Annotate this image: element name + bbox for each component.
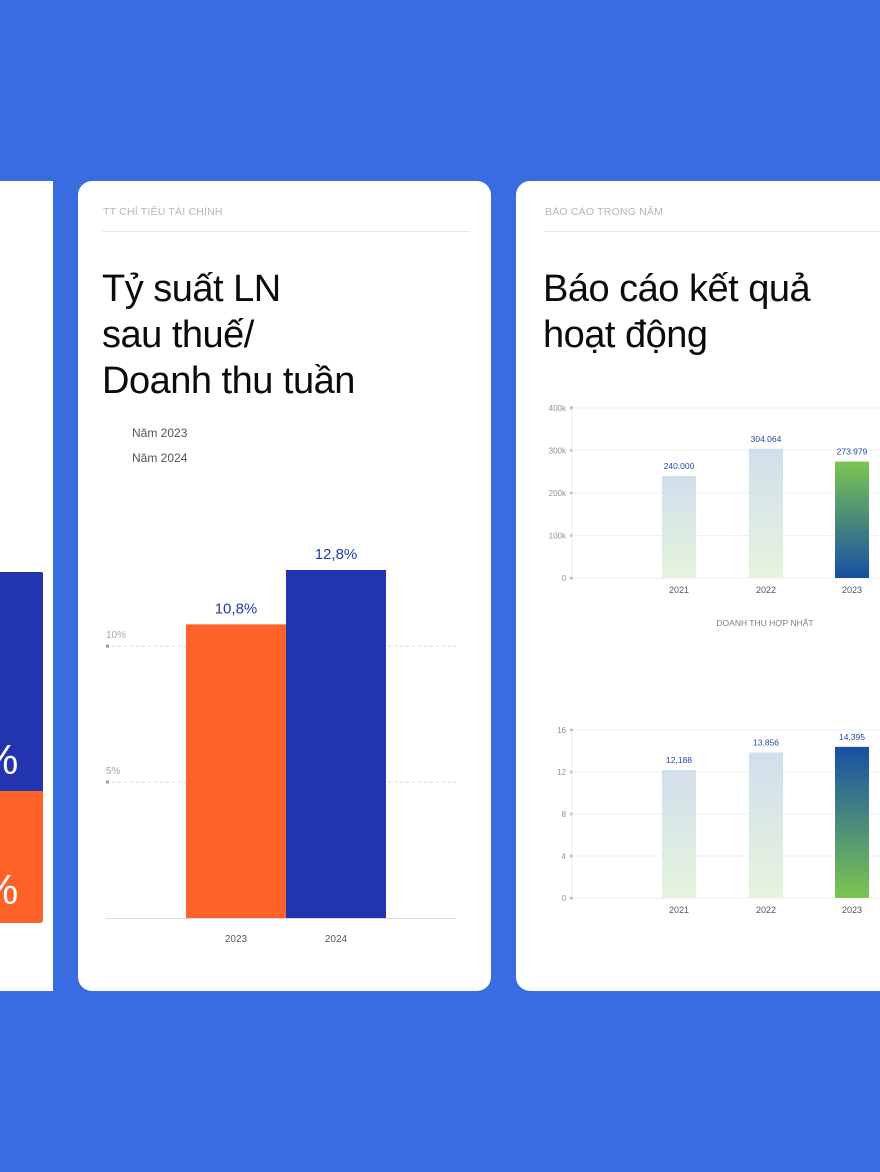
reference-label: 5%: [106, 766, 121, 777]
data-label: 10,8%: [215, 600, 258, 617]
reference-marker: [106, 644, 109, 648]
y-tick-label: 100k: [549, 532, 567, 541]
data-label: 13.856: [753, 738, 779, 748]
bar-2022: [749, 752, 783, 898]
legend-item-2023: Năm 2023: [132, 426, 188, 440]
x-tick-label: 2024: [325, 934, 348, 945]
divider: [102, 231, 470, 232]
data-label: 12,8%: [315, 546, 358, 563]
data-label: 12,188: [666, 755, 692, 765]
card-title-line: sau thuế/: [102, 314, 254, 356]
consolidated-revenue-chart: 0 100k 200k 300k 400k 240.000 2021 304.064 2022 2…: [549, 404, 880, 628]
reference-marker: [106, 780, 109, 784]
card-eyebrow: BÁO CÁO TRONG NĂM: [545, 206, 664, 218]
partial-percent-label-1: %: [0, 739, 18, 781]
x-tick-label: 2023: [225, 934, 248, 945]
card-title-line: Báo cáo kết quả: [543, 268, 811, 310]
annual-report-card: BÁO CÁO TRONG NĂM Báo cáo kết quả hoạt đ…: [516, 181, 880, 991]
data-label: 304.064: [751, 434, 782, 444]
y-tick-label: 12: [557, 768, 566, 777]
legend-item-2024: Năm 2024: [132, 451, 188, 465]
y-tick-label: 16: [557, 726, 566, 735]
profit-margin-card: TT CHỈ TIÊU TÀI CHÍNH Tỷ suất LN sau thu…: [78, 181, 491, 991]
partial-orange-bar: [0, 791, 43, 923]
y-tick-label: 8: [562, 810, 567, 819]
x-tick-label: 2021: [669, 905, 689, 915]
bar-2024: [286, 570, 386, 918]
y-tick-label: 0: [562, 574, 567, 583]
card-title-line: hoạt động: [543, 314, 708, 356]
card-eyebrow: TT CHỈ TIÊU TÀI CHÍNH: [103, 206, 223, 218]
profit-margin-chart: 10% 5% 10,8% 2023 12,8% 2024: [106, 546, 456, 945]
y-tick-label: 4: [562, 852, 567, 861]
bar-2023: [835, 461, 869, 578]
x-tick-label: 2022: [756, 905, 776, 915]
second-metric-chart: 0 4 8 12 16 12,188 2021 13.856 2022 14,395 2023: [557, 726, 880, 915]
y-tick-label: 300k: [549, 447, 567, 456]
divider: [544, 231, 880, 232]
left-card-partial: % %: [0, 181, 53, 991]
bar-2023: [835, 746, 869, 898]
y-tick-label: 400k: [549, 404, 567, 413]
card-title: Báo cáo kết quả hoạt động: [543, 266, 811, 358]
bar-2021: [662, 770, 696, 898]
chart-caption: DOANH THU HỢP NHẤT: [716, 618, 813, 628]
card-title-line: Tỷ suất LN: [102, 268, 281, 310]
x-tick-label: 2023: [842, 905, 862, 915]
x-tick-label: 2023: [842, 585, 862, 595]
data-label: 14,395: [839, 732, 865, 742]
y-tick-label: 0: [562, 894, 567, 903]
card-title: Tỷ suất LN sau thuế/ Doanh thu tuần: [102, 266, 355, 404]
x-tick-label: 2021: [669, 585, 689, 595]
bar-2022: [749, 448, 783, 578]
x-tick-label: 2022: [756, 585, 776, 595]
partial-percent-label-2: %: [0, 869, 18, 911]
data-label: 240.000: [664, 461, 695, 471]
card-title-line: Doanh thu tuần: [102, 360, 355, 402]
y-tick-label: 200k: [549, 489, 567, 498]
partial-navy-bar: [0, 572, 43, 794]
data-label: 273.979: [837, 447, 868, 457]
bar-2021: [662, 476, 696, 578]
reference-label: 10%: [106, 630, 126, 641]
bar-2023: [186, 624, 286, 918]
